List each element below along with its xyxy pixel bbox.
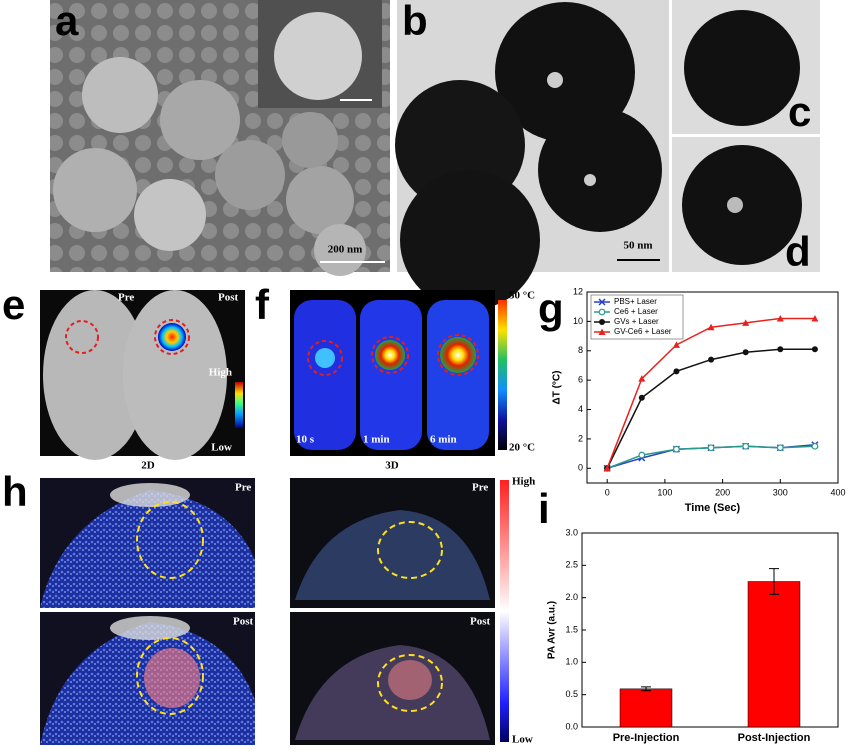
pre-label: Pre xyxy=(118,292,134,304)
colorbar-max: 50 °C xyxy=(509,290,535,302)
panel-label: d xyxy=(785,228,811,275)
marker xyxy=(598,328,606,335)
marker xyxy=(708,356,715,363)
y-axis-label: ΔT (°C) xyxy=(552,371,563,405)
plot-frame xyxy=(586,291,839,484)
panel-labels: a b c d e f g h i xyxy=(2,0,811,532)
y-tick-label: 2 xyxy=(578,433,583,443)
x-tick-label: 100 xyxy=(657,487,672,497)
marker xyxy=(742,349,749,356)
y-tick-label: 10 xyxy=(573,316,583,326)
panel-label: c xyxy=(788,88,811,135)
x-tick-label: Post-Injection xyxy=(738,732,811,744)
pre-label: Pre xyxy=(235,482,251,494)
x-tick-label: 0 xyxy=(605,487,610,497)
legend-label: Ce6 + Laser xyxy=(614,307,658,316)
marker xyxy=(638,394,645,401)
view-title: 3D xyxy=(385,460,399,472)
marker xyxy=(776,314,784,322)
marker xyxy=(707,444,715,452)
marker xyxy=(742,442,750,450)
y-tick-label: 1.5 xyxy=(565,624,578,634)
scale-bar-label: 200 nm xyxy=(328,244,363,256)
marker xyxy=(707,323,715,331)
x-tick-label: 200 xyxy=(715,487,730,497)
x-tick-label: Pre-Injection xyxy=(613,732,680,744)
y-tick-label: 2.5 xyxy=(565,560,578,570)
panel-label: g xyxy=(538,285,564,332)
marker xyxy=(811,346,818,353)
bar xyxy=(747,581,801,728)
marker xyxy=(673,445,680,453)
fluorescence-image: Pre Post High Low xyxy=(40,290,245,460)
bar xyxy=(619,688,673,728)
marker xyxy=(811,314,819,322)
colorbar-high: High xyxy=(209,367,232,379)
error-bar xyxy=(641,686,651,692)
colorbar-min: 20 °C xyxy=(509,442,535,454)
panel-label: i xyxy=(538,485,550,532)
marker xyxy=(742,319,750,326)
x-axis-label: Time (Sec) xyxy=(685,502,741,514)
y-tick-label: 8 xyxy=(578,345,583,355)
y-axis-label: PA Avr (a.u.) xyxy=(547,601,558,659)
y-tick-label: 1.0 xyxy=(565,657,578,667)
marker xyxy=(599,319,605,325)
legend-label: GV-Ce6 + Laser xyxy=(614,327,672,336)
scale-bar-label: 50 nm xyxy=(623,240,652,252)
tem-image: 50 nm xyxy=(395,0,820,310)
sem-image: 200 nm xyxy=(50,0,390,276)
marker xyxy=(598,298,606,306)
pre-label: Pre xyxy=(472,482,488,494)
marker xyxy=(777,346,784,353)
error-bar xyxy=(769,568,779,595)
panel-label: b xyxy=(402,0,428,44)
view-title: 2D xyxy=(141,460,155,472)
y-tick-label: 0.0 xyxy=(565,721,578,731)
panel-label: h xyxy=(2,468,28,515)
colorbar-high: High xyxy=(512,476,535,488)
y-tick-label: 6 xyxy=(578,375,583,385)
y-tick-label: 12 xyxy=(573,286,583,296)
marker xyxy=(811,442,819,450)
panel-label: e xyxy=(2,281,25,328)
marker xyxy=(638,375,646,382)
legend-label: PBS+ Laser xyxy=(614,297,657,306)
x-tick-label: 300 xyxy=(773,487,788,497)
photoacoustic-image: 2D 3D Pre Post Pre Post High Low xyxy=(40,460,535,746)
panel-label: a xyxy=(55,0,79,44)
marker xyxy=(598,308,606,316)
y-tick-label: 3.0 xyxy=(565,527,578,537)
colorbar-low: Low xyxy=(512,734,533,746)
post-label: Post xyxy=(470,616,491,628)
marker xyxy=(673,368,680,375)
y-tick-label: 4 xyxy=(578,404,583,414)
colorbar-low: Low xyxy=(211,442,232,454)
y-tick-label: 0.5 xyxy=(565,689,578,699)
marker xyxy=(603,464,611,472)
thermal-image: 10 s 1 min 6 min 50 °C 20 °C xyxy=(290,290,535,456)
time-label: 6 min xyxy=(430,434,457,446)
time-label: 1 min xyxy=(363,434,390,446)
y-tick-label: 0 xyxy=(578,463,583,473)
marker xyxy=(776,444,784,452)
post-label: Post xyxy=(218,292,239,304)
legend-label: GVs + Laser xyxy=(614,317,659,326)
panel-label: f xyxy=(255,281,270,328)
time-label: 10 s xyxy=(296,434,315,446)
post-label: Post xyxy=(233,616,254,628)
x-tick-label: 400 xyxy=(830,487,845,497)
marker xyxy=(672,341,680,348)
marker xyxy=(638,451,646,459)
y-tick-label: 2.0 xyxy=(565,592,578,602)
